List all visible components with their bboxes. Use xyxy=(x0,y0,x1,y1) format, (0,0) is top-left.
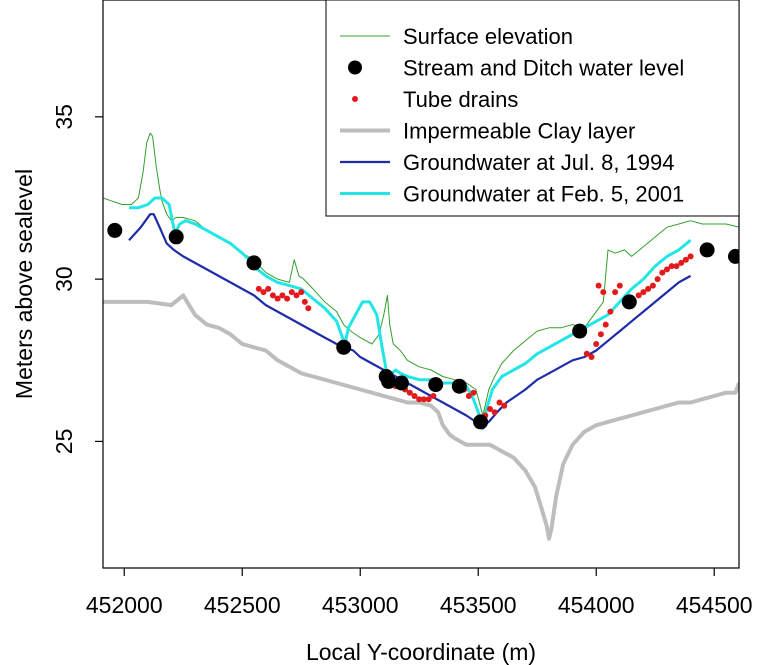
tube-drains-point xyxy=(269,292,276,299)
stream-and-ditch-water-level-points xyxy=(107,222,739,430)
tube-drains-point xyxy=(420,396,427,403)
tube-drains-point xyxy=(501,402,508,409)
tube-drains-point xyxy=(298,289,305,296)
y-tick-label: 35 xyxy=(51,104,77,130)
impermeable-clay-layer-line xyxy=(103,293,739,541)
stream-and-ditch-water-level-point xyxy=(728,248,739,264)
tube-drains-point xyxy=(305,305,312,312)
legend-groundwater-at-feb-5-2001-label: Groundwater at Feb. 5, 2001 xyxy=(403,182,684,207)
stream-and-ditch-water-level-point xyxy=(572,323,588,339)
tube-drains-point xyxy=(673,263,680,270)
x-tick-label: 454000 xyxy=(558,592,635,618)
tube-drains-point xyxy=(612,289,619,296)
tube-drains-point xyxy=(645,285,652,292)
tube-drains-point xyxy=(649,282,656,289)
tube-drains-point xyxy=(491,409,498,416)
x-axis: 452000 452500 453000 453500 454000 454500 xyxy=(86,568,753,618)
stream-and-ditch-water-level-point xyxy=(381,373,397,389)
tube-drains-point xyxy=(411,393,418,399)
tube-drains-point xyxy=(640,289,647,296)
tube-drains-point xyxy=(425,396,432,403)
tube-drains-point xyxy=(274,295,281,302)
legend-box xyxy=(325,0,740,217)
y-axis-label: Meters above sealevel xyxy=(11,169,37,399)
tube-drains-point xyxy=(607,308,614,315)
tube-drains-point xyxy=(597,331,604,338)
stream-and-ditch-water-level-point xyxy=(621,294,637,310)
plot-area xyxy=(103,132,739,541)
x-tick-label: 453000 xyxy=(322,592,399,618)
tube-drains-point xyxy=(600,289,607,296)
tube-drains-point xyxy=(668,263,675,270)
stream-and-ditch-water-level-point xyxy=(168,229,184,245)
stream-and-ditch-water-level-point xyxy=(246,255,262,271)
tube-drains-point xyxy=(255,285,262,292)
legend-stream-and-ditch-water-level-label: Stream and Ditch water level xyxy=(403,56,684,81)
y-axis: 25 30 35 xyxy=(51,104,103,454)
legend-tube-drains-swatch xyxy=(352,96,358,102)
tube-drains-point xyxy=(593,341,600,347)
tube-drains-point xyxy=(588,354,595,360)
tube-drains-point xyxy=(496,399,503,406)
tube-drains-point xyxy=(602,321,609,328)
legend: Surface elevation Stream and Ditch water … xyxy=(325,0,740,217)
tube-drains-point xyxy=(678,259,685,266)
stream-and-ditch-water-level-point xyxy=(699,242,715,258)
tube-drains-point xyxy=(293,292,300,299)
stream-and-ditch-water-level-point xyxy=(473,414,489,430)
legend-impermeable-clay-layer-label: Impermeable Clay layer xyxy=(403,119,635,144)
stream-and-ditch-water-level-point xyxy=(428,377,444,393)
tube-drains-point xyxy=(659,269,666,276)
tube-drains-point xyxy=(487,406,493,412)
tube-drains-point xyxy=(687,253,694,260)
x-tick-label: 452000 xyxy=(86,592,163,618)
x-tick-label: 452500 xyxy=(204,592,281,618)
tube-drains-point xyxy=(654,276,661,283)
tube-drains-point xyxy=(260,289,267,296)
tube-drains-point xyxy=(470,389,477,396)
tube-drains-point xyxy=(430,393,437,399)
legend-groundwater-at-jul-8-1994-label: Groundwater at Jul. 8, 1994 xyxy=(403,150,675,175)
legend-tube-drains-label: Tube drains xyxy=(403,87,518,112)
tube-drains-point xyxy=(465,393,472,399)
tube-drains-point xyxy=(288,289,295,296)
plot-frame xyxy=(102,0,740,569)
legend-surface-elevation-label: Surface elevation xyxy=(403,24,573,49)
tube-drains-point xyxy=(301,298,308,305)
y-tick-label: 25 xyxy=(51,429,77,455)
tube-drains-point xyxy=(616,282,623,289)
stream-and-ditch-water-level-point xyxy=(107,222,123,238)
stream-and-ditch-water-level-point xyxy=(394,375,409,391)
legend-stream-and-ditch-water-level-swatch xyxy=(348,60,362,75)
tube-drains-point xyxy=(406,389,413,396)
x-axis-label: Local Y-coordinate (m) xyxy=(306,639,536,665)
x-tick-label: 453500 xyxy=(440,592,517,618)
tube-drains-point xyxy=(284,295,291,302)
tube-drains-points xyxy=(255,253,694,419)
tube-drains-point xyxy=(664,266,670,273)
tube-drains-point xyxy=(595,282,602,289)
y-tick-label: 30 xyxy=(51,266,77,292)
tube-drains-point xyxy=(682,256,689,263)
stream-and-ditch-water-level-point xyxy=(451,378,467,394)
tube-drains-point xyxy=(265,285,272,292)
tube-drains-point xyxy=(583,350,590,357)
tube-drains-point xyxy=(279,292,286,299)
stream-and-ditch-water-level-point xyxy=(336,339,352,355)
tube-drains-point xyxy=(416,396,423,403)
tube-drains-point xyxy=(635,292,642,299)
surface-elevation-line xyxy=(103,132,739,416)
x-tick-label: 454500 xyxy=(676,592,753,618)
